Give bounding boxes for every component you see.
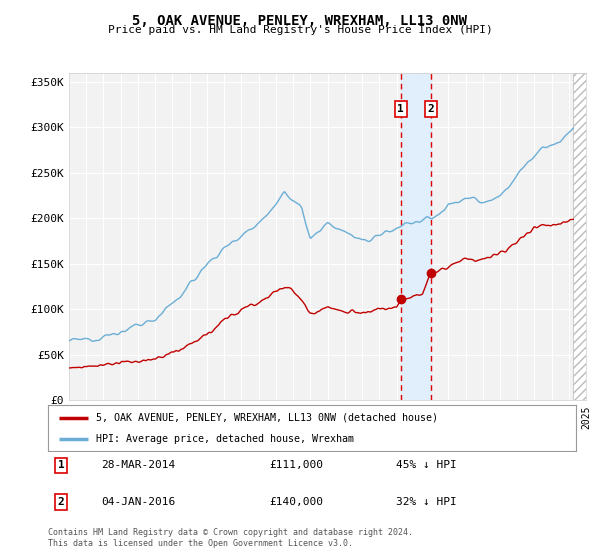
Text: 5, OAK AVENUE, PENLEY, WREXHAM, LL13 0NW: 5, OAK AVENUE, PENLEY, WREXHAM, LL13 0NW (133, 14, 467, 28)
Text: Price paid vs. HM Land Registry's House Price Index (HPI): Price paid vs. HM Land Registry's House … (107, 25, 493, 35)
Text: Contains HM Land Registry data © Crown copyright and database right 2024.
This d: Contains HM Land Registry data © Crown c… (48, 528, 413, 548)
Text: 28-MAR-2014: 28-MAR-2014 (101, 460, 175, 470)
Text: 1: 1 (58, 460, 65, 470)
Text: £140,000: £140,000 (270, 497, 324, 507)
Text: 04-JAN-2016: 04-JAN-2016 (101, 497, 175, 507)
Text: 45% ↓ HPI: 45% ↓ HPI (397, 460, 457, 470)
Text: 32% ↓ HPI: 32% ↓ HPI (397, 497, 457, 507)
Text: 5, OAK AVENUE, PENLEY, WREXHAM, LL13 0NW (detached house): 5, OAK AVENUE, PENLEY, WREXHAM, LL13 0NW… (95, 413, 437, 423)
Text: 1: 1 (397, 104, 404, 114)
Text: HPI: Average price, detached house, Wrexham: HPI: Average price, detached house, Wrex… (95, 435, 353, 444)
Text: £111,000: £111,000 (270, 460, 324, 470)
Text: 2: 2 (428, 104, 434, 114)
Text: 2: 2 (58, 497, 65, 507)
Bar (401, 73, 431, 400)
